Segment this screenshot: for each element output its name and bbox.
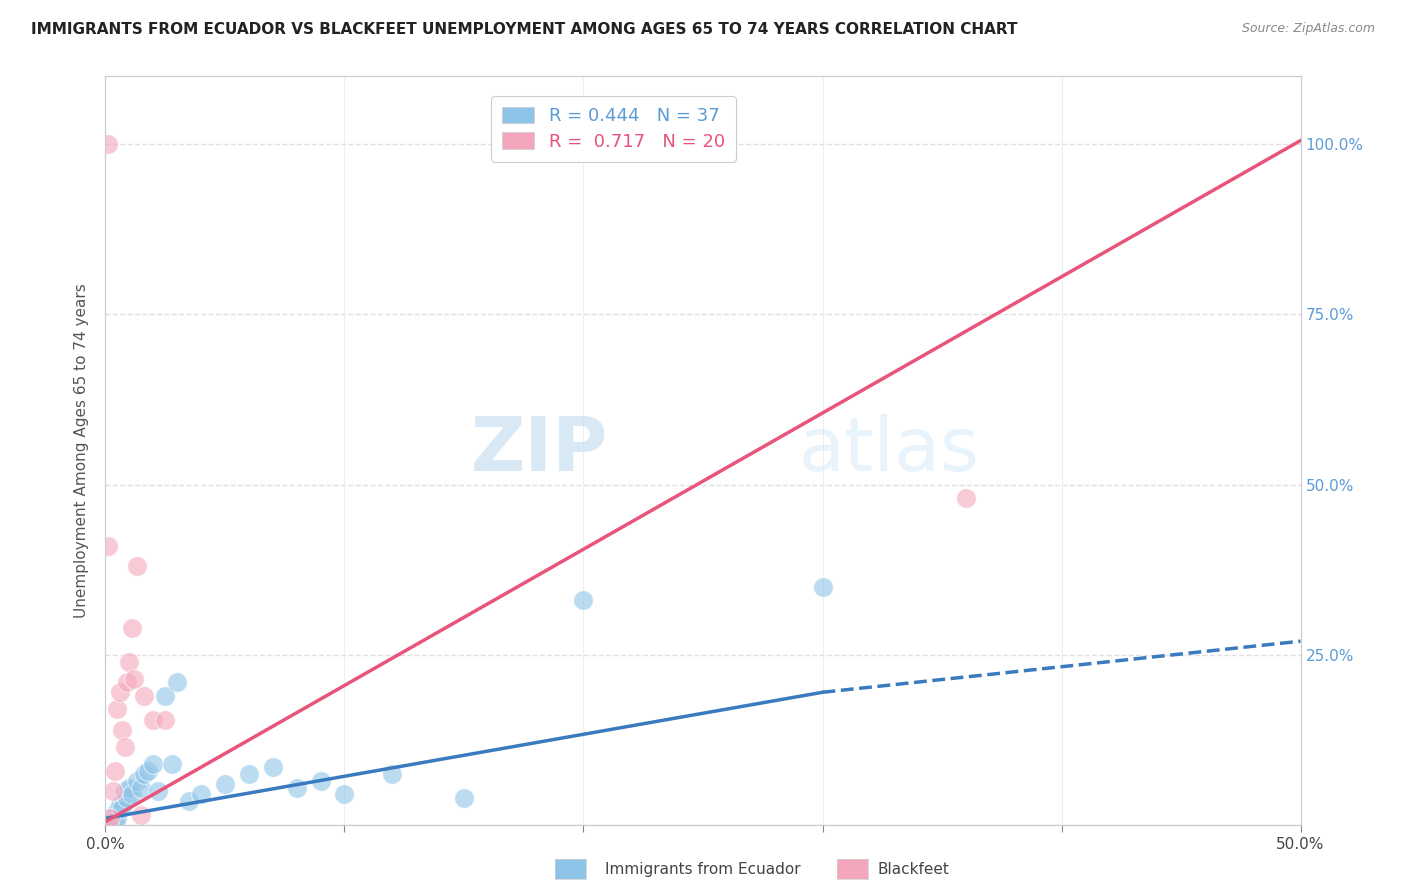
Point — [111, 801, 134, 815]
Point — [153, 713, 177, 727]
Text: ZIP: ZIP — [470, 414, 607, 487]
Point — [115, 675, 138, 690]
Point — [98, 811, 121, 825]
Point — [129, 808, 153, 822]
Point — [107, 702, 129, 716]
Point — [97, 814, 120, 829]
Point — [107, 811, 129, 825]
Point — [125, 559, 148, 574]
Point — [333, 788, 356, 802]
Point — [132, 767, 155, 781]
Point — [121, 788, 143, 802]
Point — [309, 773, 332, 788]
Text: atlas: atlas — [799, 414, 980, 487]
Point — [98, 814, 121, 829]
Point — [177, 794, 201, 808]
Point — [97, 539, 120, 553]
Point — [104, 764, 127, 778]
Point — [146, 784, 169, 798]
Point — [118, 780, 141, 795]
Point — [101, 813, 124, 827]
Point — [285, 780, 308, 795]
Point — [114, 739, 136, 754]
Point — [381, 767, 404, 781]
Point — [111, 723, 134, 737]
Text: Blackfeet: Blackfeet — [877, 863, 950, 877]
Point — [262, 760, 284, 774]
Point — [121, 621, 143, 635]
Point — [97, 814, 120, 829]
Text: IMMIGRANTS FROM ECUADOR VS BLACKFEET UNEMPLOYMENT AMONG AGES 65 TO 74 YEARS CORR: IMMIGRANTS FROM ECUADOR VS BLACKFEET UNE… — [31, 22, 1018, 37]
Point — [142, 713, 165, 727]
Point — [101, 811, 124, 825]
Point — [811, 580, 834, 594]
Point — [97, 136, 120, 151]
Point — [190, 788, 212, 802]
Point — [98, 811, 121, 825]
Point — [153, 689, 177, 703]
Text: Source: ZipAtlas.com: Source: ZipAtlas.com — [1241, 22, 1375, 36]
Point — [132, 689, 155, 703]
Point — [572, 593, 595, 607]
Point — [955, 491, 977, 505]
Point — [107, 805, 129, 819]
Point — [115, 790, 138, 805]
Y-axis label: Unemployment Among Ages 65 to 74 years: Unemployment Among Ages 65 to 74 years — [75, 283, 90, 618]
Point — [122, 672, 145, 686]
Point — [162, 756, 184, 771]
Point — [138, 764, 160, 778]
Point — [129, 780, 153, 795]
Point — [214, 777, 236, 791]
Point — [238, 767, 260, 781]
Legend: R = 0.444   N = 37, R =  0.717   N = 20: R = 0.444 N = 37, R = 0.717 N = 20 — [491, 96, 735, 161]
Point — [101, 784, 124, 798]
Point — [114, 784, 136, 798]
Point — [104, 814, 127, 829]
Point — [453, 790, 475, 805]
Point — [142, 756, 165, 771]
Point — [125, 773, 148, 788]
Point — [97, 813, 120, 827]
Point — [166, 675, 188, 690]
Point — [108, 797, 131, 812]
Point — [104, 808, 127, 822]
Point — [108, 685, 131, 699]
Text: Immigrants from Ecuador: Immigrants from Ecuador — [605, 863, 801, 877]
Point — [118, 655, 141, 669]
